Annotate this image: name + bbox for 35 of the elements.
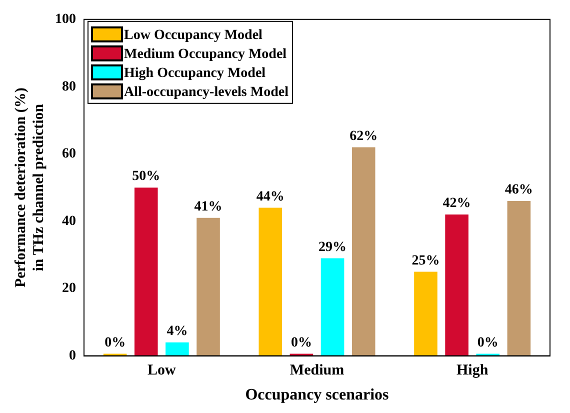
bar bbox=[258, 208, 282, 356]
bar bbox=[352, 147, 376, 356]
data-label: 0% bbox=[477, 335, 498, 350]
data-label: 41% bbox=[194, 199, 222, 214]
bar bbox=[445, 214, 468, 356]
data-label: 46% bbox=[504, 182, 533, 198]
legend-label: Low Occupancy Model bbox=[124, 28, 263, 44]
data-label: 4% bbox=[166, 324, 188, 339]
data-label: 0% bbox=[290, 335, 312, 350]
x-tick-label: High bbox=[456, 362, 489, 379]
data-label: 44% bbox=[256, 189, 284, 204]
x-tick-label: Low bbox=[147, 362, 176, 379]
data-label: 29% bbox=[318, 240, 347, 255]
x-tick-label: Medium bbox=[290, 362, 345, 379]
y-tick-label: 0 bbox=[69, 348, 76, 364]
data-label: 42% bbox=[442, 196, 471, 212]
bar bbox=[196, 218, 220, 356]
bar bbox=[414, 272, 438, 356]
x-axis-title: Occupancy scenarios bbox=[245, 386, 389, 404]
bar bbox=[320, 258, 344, 356]
y-tick-label: 40 bbox=[62, 214, 76, 229]
data-label: 0% bbox=[104, 335, 126, 350]
y-tick-label: 100 bbox=[55, 12, 76, 28]
legend-label: Medium Occupancy Model bbox=[124, 47, 287, 62]
bar bbox=[507, 201, 531, 356]
y-tick-label: 80 bbox=[62, 79, 76, 94]
data-label: 25% bbox=[412, 253, 440, 268]
legend-label: High Occupancy Model bbox=[124, 66, 266, 82]
y-axis-title: Performance deterioration (%) in THz channel prediction bbox=[12, 88, 47, 288]
data-label: 50% bbox=[132, 169, 160, 184]
data-label: 62% bbox=[350, 128, 378, 144]
bar bbox=[134, 188, 158, 356]
y-tick-label: 60 bbox=[62, 146, 76, 162]
y-tick-label: 20 bbox=[62, 281, 76, 296]
legend-label: All-occupancy-levels Model bbox=[124, 85, 289, 100]
